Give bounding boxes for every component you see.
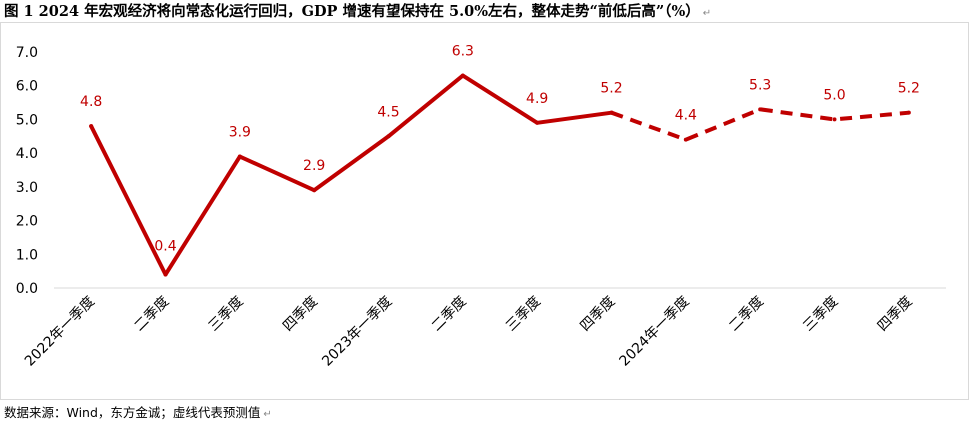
x-tick-label: 二季度 xyxy=(429,294,470,335)
data-point xyxy=(386,134,391,139)
x-tick-label: 三季度 xyxy=(503,294,544,335)
chart-title: 图 1 2024 年宏观经济将向常态化运行回归，GDP 增速有望保持在 5.0%… xyxy=(4,3,712,20)
x-tick-label: 二季度 xyxy=(726,294,767,335)
data-point xyxy=(609,110,614,115)
data-label: 4.4 xyxy=(675,108,697,124)
data-label: 5.3 xyxy=(749,77,771,93)
x-tick-label: 四季度 xyxy=(875,294,916,335)
data-point xyxy=(312,188,317,193)
data-point xyxy=(89,124,94,129)
series-actual-line xyxy=(89,73,614,277)
y-tick-label: 0.0 xyxy=(16,281,38,297)
x-tick-label: 二季度 xyxy=(131,294,172,335)
y-tick-label: 7.0 xyxy=(16,45,38,61)
data-point xyxy=(237,154,242,159)
y-tick-label: 1.0 xyxy=(16,247,38,263)
data-label: 6.3 xyxy=(452,44,474,60)
paragraph-mark-icon: ↵ xyxy=(702,8,712,19)
y-tick-label: 2.0 xyxy=(16,214,38,230)
x-tick-label: 2024年一季度 xyxy=(617,294,693,370)
x-tick-label: 三季度 xyxy=(206,294,247,335)
data-label: 2.9 xyxy=(303,158,325,174)
data-label: 5.2 xyxy=(600,81,622,97)
y-tick-label: 4.0 xyxy=(16,146,38,162)
data-point xyxy=(163,272,168,277)
data-label: 5.2 xyxy=(898,81,920,97)
data-point xyxy=(832,117,837,122)
data-source-note: 数据来源：Wind，东方金诚；虚线代表预测值 ↵ xyxy=(4,405,272,420)
x-tick-label: 2022年一季度 xyxy=(22,294,98,370)
data-point xyxy=(460,73,465,78)
data-label: 0.4 xyxy=(154,239,176,255)
x-tick-label: 三季度 xyxy=(800,294,841,335)
data-label: 4.8 xyxy=(80,94,102,110)
x-tick-label: 2023年一季度 xyxy=(319,294,395,370)
data-point xyxy=(906,110,911,115)
y-tick-label: 6.0 xyxy=(16,79,38,95)
series-forecast-line xyxy=(610,107,910,142)
data-point xyxy=(535,120,540,125)
data-label: 4.9 xyxy=(526,91,548,107)
paragraph-mark-icon: ↵ xyxy=(263,409,272,420)
data-label: 3.9 xyxy=(229,125,251,141)
data-label: 4.5 xyxy=(377,104,399,120)
chart-frame xyxy=(0,22,969,400)
y-tick-label: 5.0 xyxy=(16,112,38,128)
data-label: 5.0 xyxy=(823,87,845,103)
data-point xyxy=(758,107,763,112)
x-tick-label: 四季度 xyxy=(577,294,618,335)
data-point xyxy=(683,137,688,142)
x-tick-label: 四季度 xyxy=(280,294,321,335)
y-tick-label: 3.0 xyxy=(16,180,38,196)
